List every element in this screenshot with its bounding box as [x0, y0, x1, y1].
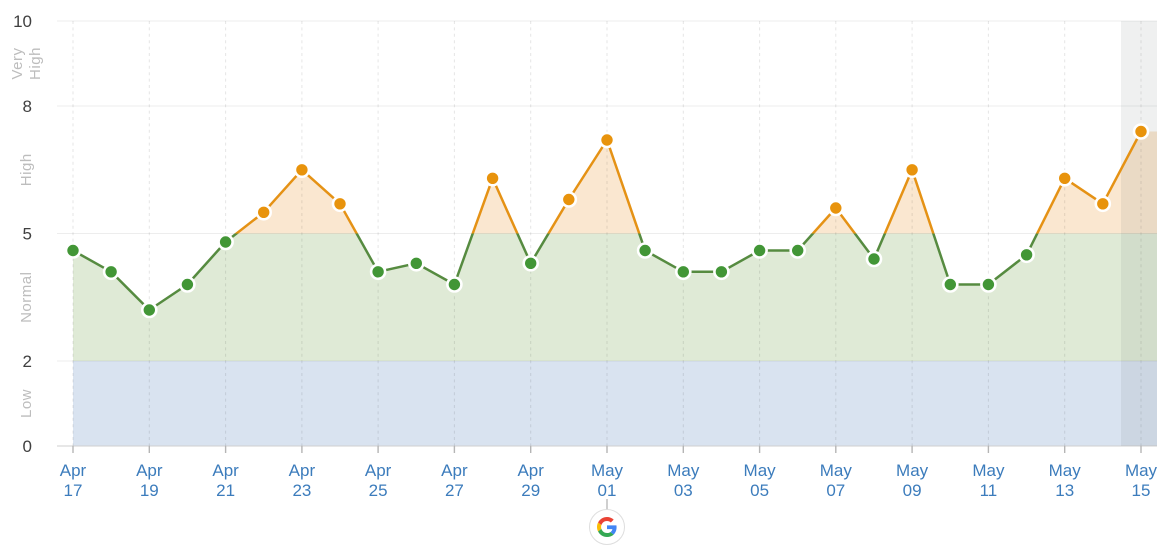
y-axis-labels: 0 2 5 8 10 — [13, 12, 32, 456]
y-axis-tick-label: 5 — [23, 225, 32, 244]
data-point-apr-17[interactable] — [64, 242, 82, 259]
x-axis-label-day: 05 — [750, 481, 769, 500]
x-axis-ticks — [72, 446, 1142, 453]
data-point-apr-27[interactable] — [446, 276, 463, 293]
y-axis-tick-label: 2 — [23, 352, 32, 371]
x-axis-label-month: Apr — [289, 461, 316, 480]
data-point-may-03[interactable] — [674, 263, 692, 281]
data-point-may-13[interactable] — [1056, 170, 1073, 187]
x-axis-label-month: Apr — [365, 461, 392, 480]
x-axis-label-day: 13 — [1055, 481, 1074, 500]
x-axis-label-day: 09 — [903, 481, 922, 500]
area-fill-high — [236, 131, 1157, 234]
data-point-apr-26[interactable] — [407, 254, 425, 272]
band-label-high: High — [18, 153, 35, 186]
data-point-may-09[interactable] — [903, 161, 921, 179]
band-label-very-high: VeryHigh — [9, 47, 44, 80]
x-axis-label-month: May — [1125, 461, 1158, 480]
x-axis-label-month: Apr — [441, 461, 468, 480]
data-point-apr-21[interactable] — [217, 233, 234, 251]
y-axis-band-labels: Low Normal High VeryHigh — [9, 47, 44, 418]
band-label-low: Low — [18, 389, 35, 418]
x-axis-labels: Apr17Apr19Apr21Apr23Apr25Apr27Apr29May01… — [60, 461, 1158, 500]
x-axis-label-month: Apr — [136, 461, 163, 480]
x-axis-label-day: 07 — [826, 481, 845, 500]
x-axis-label-month: May — [744, 461, 777, 480]
x-axis-label-month: May — [972, 461, 1005, 480]
x-axis-label-month: May — [591, 461, 624, 480]
data-point-may-06[interactable] — [789, 242, 807, 259]
data-point-apr-22[interactable] — [255, 204, 273, 221]
google-g-icon — [597, 517, 617, 537]
x-axis-label-day: 29 — [521, 481, 540, 500]
google-g-green — [598, 528, 614, 537]
x-axis-label-month: Apr — [517, 461, 544, 480]
area-fills — [73, 131, 1157, 446]
area-fill-low — [73, 361, 1157, 446]
data-point-apr-18[interactable] — [102, 263, 120, 281]
data-point-may-05[interactable] — [751, 242, 768, 259]
data-point-may-01[interactable] — [598, 131, 616, 149]
data-point-apr-24[interactable] — [331, 195, 349, 213]
google-g-red — [598, 517, 614, 526]
x-axis-label-month: May — [820, 461, 853, 480]
x-axis-label-day: 01 — [598, 481, 617, 500]
x-axis-label-month: Apr — [212, 461, 239, 480]
data-point-apr-20[interactable] — [179, 276, 196, 293]
x-axis-label-month: Apr — [60, 461, 87, 480]
data-point-apr-25[interactable] — [369, 263, 387, 281]
x-axis-label-month: May — [667, 461, 700, 480]
data-point-apr-28[interactable] — [484, 170, 501, 187]
x-axis-label-day: 17 — [64, 481, 83, 500]
data-point-may-15[interactable] — [1132, 123, 1150, 140]
data-point-may-07[interactable] — [827, 199, 845, 217]
data-point-may-04[interactable] — [713, 263, 730, 281]
x-axis-label-day: 23 — [292, 481, 311, 500]
data-point-may-14[interactable] — [1094, 195, 1112, 213]
google-logo[interactable] — [589, 509, 625, 545]
google-g-yellow — [597, 522, 602, 532]
google-logo-stem — [606, 499, 608, 511]
data-point-may-12[interactable] — [1018, 246, 1035, 264]
x-axis-label-day: 21 — [216, 481, 235, 500]
data-point-may-08[interactable] — [865, 250, 883, 268]
data-point-apr-30[interactable] — [560, 191, 578, 208]
x-axis-label-day: 03 — [674, 481, 693, 500]
x-axis-label-day: 19 — [140, 481, 159, 500]
data-point-may-02[interactable] — [636, 242, 654, 259]
data-point-may-10[interactable] — [941, 276, 959, 293]
data-point-may-11[interactable] — [980, 276, 997, 293]
x-axis-label-day: 11 — [980, 481, 998, 500]
area-fill-normal — [73, 233, 1157, 361]
x-axis-label-day: 25 — [369, 481, 388, 500]
y-axis-tick-label: 10 — [13, 12, 32, 31]
data-point-apr-29[interactable] — [522, 254, 540, 272]
y-axis-tick-label: 0 — [23, 437, 32, 456]
x-axis-label-day: 15 — [1132, 481, 1151, 500]
today-highlight-band — [1121, 21, 1157, 446]
series-line-normal — [72, 233, 1039, 312]
data-points — [64, 123, 1150, 319]
data-point-apr-19[interactable] — [141, 301, 158, 319]
band-label-normal: Normal — [18, 272, 35, 323]
y-axis-tick-label: 8 — [23, 97, 32, 116]
x-axis-label-month: May — [896, 461, 929, 480]
data-point-apr-23[interactable] — [293, 161, 311, 179]
google-g-blue — [607, 525, 617, 535]
x-axis-label-day: 27 — [445, 481, 464, 500]
x-axis-label-month: May — [1049, 461, 1082, 480]
